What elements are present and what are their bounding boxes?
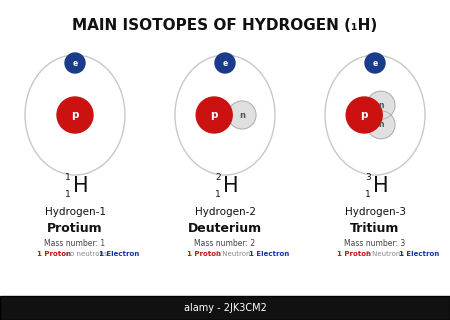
Text: 3: 3 [365,173,371,182]
Text: 2: 2 [216,173,221,182]
Circle shape [365,53,385,73]
Text: 1 Electron: 1 Electron [394,251,439,257]
Text: 1 Neutron: 1 Neutron [211,251,251,257]
Circle shape [367,111,395,139]
Text: Protium: Protium [47,222,103,235]
Circle shape [215,53,235,73]
Text: n: n [378,120,384,129]
Text: MAIN ISOTOPES OF HYDROGEN (₁H): MAIN ISOTOPES OF HYDROGEN (₁H) [72,18,378,33]
Text: no neutrons: no neutrons [61,251,108,257]
Text: 1: 1 [65,190,71,199]
Text: Hydrogen-2: Hydrogen-2 [194,207,256,217]
Text: e: e [72,59,77,68]
Text: Mass number: 1: Mass number: 1 [45,239,106,248]
Text: 2 Neutrons: 2 Neutrons [361,251,404,257]
Text: 1 Proton: 1 Proton [337,251,371,257]
Circle shape [57,97,93,133]
Text: H: H [73,176,89,196]
Text: H: H [373,176,389,196]
Text: H: H [223,176,238,196]
Text: e: e [222,59,228,68]
Circle shape [65,53,85,73]
Circle shape [346,97,382,133]
Text: p: p [211,110,218,120]
Text: Deuterium: Deuterium [188,222,262,235]
Text: 1 Proton: 1 Proton [187,251,221,257]
Text: 1: 1 [215,190,221,199]
Text: n: n [378,101,384,110]
Circle shape [228,101,256,129]
Text: 1: 1 [365,190,371,199]
Text: 1: 1 [65,173,71,182]
Circle shape [196,97,232,133]
Text: 1 Electron: 1 Electron [94,251,139,257]
Text: Hydrogen-1: Hydrogen-1 [45,207,105,217]
Text: 1 Proton: 1 Proton [37,251,71,257]
Text: p: p [360,110,368,120]
FancyBboxPatch shape [0,296,450,320]
Circle shape [367,91,395,119]
Text: Mass number: 2: Mass number: 2 [194,239,256,248]
Text: 1 Electron: 1 Electron [244,251,289,257]
Text: alamy - 2JK3CM2: alamy - 2JK3CM2 [184,303,266,313]
Text: e: e [373,59,378,68]
Text: Tritium: Tritium [350,222,400,235]
Text: Mass number: 3: Mass number: 3 [344,239,405,248]
Text: n: n [239,110,245,119]
Text: p: p [71,110,79,120]
Text: Hydrogen-3: Hydrogen-3 [345,207,405,217]
